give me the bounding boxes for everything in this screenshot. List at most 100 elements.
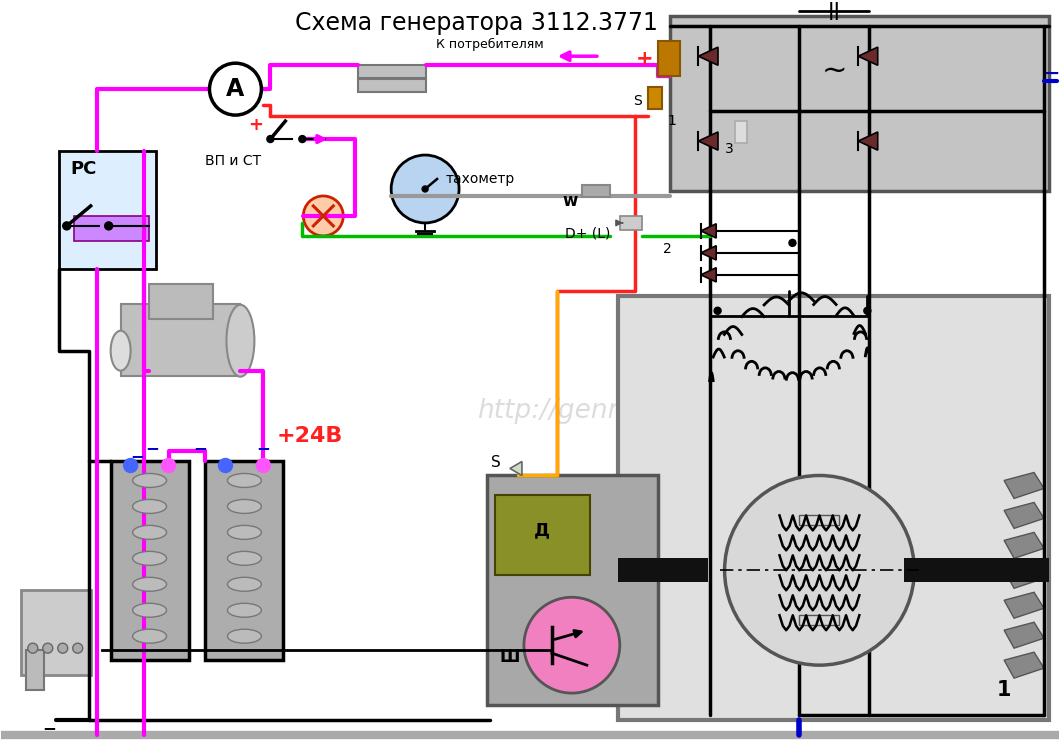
Ellipse shape bbox=[132, 603, 166, 617]
Polygon shape bbox=[701, 224, 717, 238]
Text: D+ (L): D+ (L) bbox=[565, 227, 611, 241]
Circle shape bbox=[73, 643, 83, 653]
Text: 3: 3 bbox=[725, 142, 734, 156]
Ellipse shape bbox=[228, 578, 262, 591]
Circle shape bbox=[210, 63, 262, 115]
Polygon shape bbox=[859, 132, 878, 150]
Ellipse shape bbox=[228, 526, 262, 539]
Polygon shape bbox=[699, 132, 718, 150]
Polygon shape bbox=[699, 47, 718, 65]
Polygon shape bbox=[1004, 652, 1044, 678]
Bar bbox=[358, 79, 426, 92]
Circle shape bbox=[63, 222, 71, 230]
Ellipse shape bbox=[132, 551, 166, 566]
Circle shape bbox=[267, 136, 273, 143]
Polygon shape bbox=[1004, 502, 1044, 529]
Circle shape bbox=[725, 475, 915, 665]
Ellipse shape bbox=[228, 603, 262, 617]
Bar bbox=[21, 590, 91, 675]
Text: +: + bbox=[636, 50, 654, 69]
Text: К потребителям: К потребителям bbox=[436, 38, 544, 51]
Bar bbox=[58, 151, 156, 269]
Bar bbox=[735, 121, 746, 143]
Text: +: + bbox=[248, 116, 263, 134]
Circle shape bbox=[789, 240, 796, 246]
Ellipse shape bbox=[132, 473, 166, 487]
Circle shape bbox=[218, 459, 232, 472]
Bar bbox=[657, 41, 679, 76]
Circle shape bbox=[714, 307, 721, 314]
Ellipse shape bbox=[132, 578, 166, 591]
Text: ||: || bbox=[828, 2, 841, 20]
Circle shape bbox=[303, 196, 343, 236]
Bar bbox=[487, 475, 657, 705]
Bar bbox=[206, 460, 283, 660]
Ellipse shape bbox=[132, 629, 166, 643]
Bar bbox=[670, 17, 1049, 191]
Ellipse shape bbox=[110, 330, 130, 371]
Text: 2: 2 bbox=[664, 242, 672, 256]
Polygon shape bbox=[701, 267, 717, 282]
Polygon shape bbox=[1004, 472, 1044, 499]
Text: S: S bbox=[491, 455, 501, 470]
Text: −: − bbox=[257, 439, 270, 457]
Bar bbox=[620, 216, 641, 230]
Text: Д: Д bbox=[534, 521, 550, 539]
Text: 1: 1 bbox=[996, 680, 1011, 700]
Bar bbox=[618, 558, 708, 582]
Text: A: A bbox=[227, 77, 245, 101]
Bar bbox=[110, 460, 189, 660]
Polygon shape bbox=[1004, 593, 1044, 618]
Ellipse shape bbox=[228, 473, 262, 487]
Text: Схема генератора 3112.3771: Схема генератора 3112.3771 bbox=[296, 11, 658, 35]
Ellipse shape bbox=[132, 526, 166, 539]
Bar bbox=[148, 284, 213, 318]
Text: −: − bbox=[130, 448, 144, 466]
Ellipse shape bbox=[228, 629, 262, 643]
Circle shape bbox=[299, 136, 306, 143]
Circle shape bbox=[422, 186, 428, 192]
Polygon shape bbox=[799, 615, 840, 626]
Text: S: S bbox=[634, 94, 642, 108]
Bar bbox=[25, 650, 43, 690]
Ellipse shape bbox=[227, 305, 254, 377]
Polygon shape bbox=[799, 515, 840, 526]
Text: 1: 1 bbox=[667, 114, 676, 128]
Text: −: − bbox=[145, 439, 159, 457]
Circle shape bbox=[28, 643, 38, 653]
Bar bbox=[121, 303, 241, 376]
Circle shape bbox=[257, 459, 270, 472]
Bar bbox=[495, 496, 589, 575]
Circle shape bbox=[391, 155, 459, 223]
Polygon shape bbox=[1004, 623, 1044, 648]
Text: тахометр: тахометр bbox=[445, 172, 515, 186]
Text: Ш: Ш bbox=[499, 648, 520, 666]
Text: −: − bbox=[41, 719, 56, 737]
Bar bbox=[582, 185, 610, 197]
Ellipse shape bbox=[132, 499, 166, 514]
Bar bbox=[648, 87, 661, 109]
Text: ~: ~ bbox=[822, 56, 847, 86]
Text: ВП и СТ: ВП и СТ bbox=[206, 154, 262, 168]
Circle shape bbox=[57, 643, 68, 653]
Bar bbox=[904, 558, 1049, 582]
Text: −: − bbox=[1044, 64, 1060, 83]
Circle shape bbox=[524, 597, 620, 693]
Polygon shape bbox=[701, 246, 717, 260]
Polygon shape bbox=[1004, 562, 1044, 588]
Ellipse shape bbox=[228, 499, 262, 514]
Circle shape bbox=[124, 459, 138, 472]
Bar bbox=[618, 296, 1049, 720]
Polygon shape bbox=[510, 462, 522, 475]
Circle shape bbox=[864, 307, 871, 314]
Circle shape bbox=[161, 459, 176, 472]
Text: +24В: +24В bbox=[277, 426, 343, 445]
Ellipse shape bbox=[228, 551, 262, 566]
Bar bbox=[358, 65, 426, 78]
Circle shape bbox=[42, 643, 53, 653]
Polygon shape bbox=[1004, 532, 1044, 558]
Polygon shape bbox=[859, 47, 878, 65]
Text: w: w bbox=[562, 192, 578, 210]
Bar bbox=[74, 216, 148, 241]
Circle shape bbox=[105, 222, 112, 230]
